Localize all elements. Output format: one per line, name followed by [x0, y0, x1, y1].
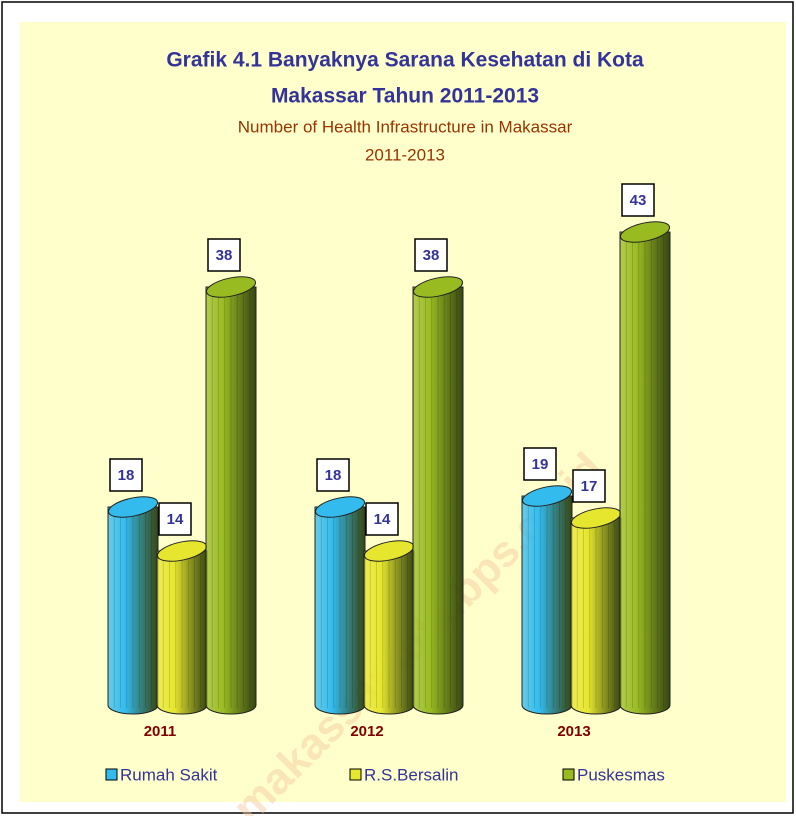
value-label-box	[365, 502, 399, 536]
value-label-box	[621, 183, 655, 217]
cylinder	[570, 507, 622, 715]
cylinder	[314, 496, 366, 715]
cylinder-top	[314, 496, 366, 518]
cylinder	[521, 485, 573, 715]
value-label: 19	[532, 456, 549, 473]
legend-label: R.S.Bersalin	[364, 765, 458, 784]
value-label-box	[316, 458, 350, 492]
legend-swatch	[562, 768, 575, 781]
cylinder	[205, 276, 257, 715]
value-label: 18	[118, 467, 135, 484]
value-label: 18	[325, 467, 342, 484]
value-label-box	[109, 458, 143, 492]
value-label: 38	[423, 247, 440, 264]
cylinder-top	[107, 496, 159, 518]
cylinder-body	[619, 231, 671, 715]
x-tick-label: 2012	[350, 723, 383, 740]
value-label: 14	[374, 511, 391, 528]
cylinder	[363, 540, 415, 715]
cylinder-top	[619, 221, 671, 243]
cylinder-body	[412, 286, 464, 715]
cylinder	[619, 221, 671, 715]
value-label: 38	[216, 247, 233, 264]
legend-label: Puskesmas	[577, 765, 665, 784]
cylinder-top	[412, 276, 464, 298]
x-tick-label: 2013	[557, 723, 590, 740]
value-label-box	[158, 502, 192, 536]
value-label: 14	[167, 511, 184, 528]
cylinder	[156, 540, 208, 715]
value-label: 17	[581, 478, 598, 495]
cylinder-top	[205, 276, 257, 298]
chart-title: Grafik 4.1 Banyaknya Sarana Kesehatan di…	[166, 49, 644, 72]
legend-swatch	[349, 768, 362, 781]
cylinder	[412, 276, 464, 715]
value-label-box	[414, 238, 448, 272]
cylinder	[107, 496, 159, 715]
value-label: 43	[630, 192, 647, 209]
chart-subtitle: 2011-2013	[365, 145, 445, 164]
chart-title: Makassar Tahun 2011-2013	[271, 85, 539, 108]
value-label-box	[523, 447, 557, 481]
x-tick-label: 2011	[144, 723, 177, 740]
value-label-box	[572, 469, 606, 503]
chart-subtitle: Number of Health Infrastructure in Makas…	[238, 117, 573, 136]
cylinder-top	[521, 485, 573, 507]
value-label-box	[207, 238, 241, 272]
legend-swatch	[105, 768, 118, 781]
cylinder-body	[205, 286, 257, 715]
legend-label: Rumah Sakit	[120, 765, 218, 784]
